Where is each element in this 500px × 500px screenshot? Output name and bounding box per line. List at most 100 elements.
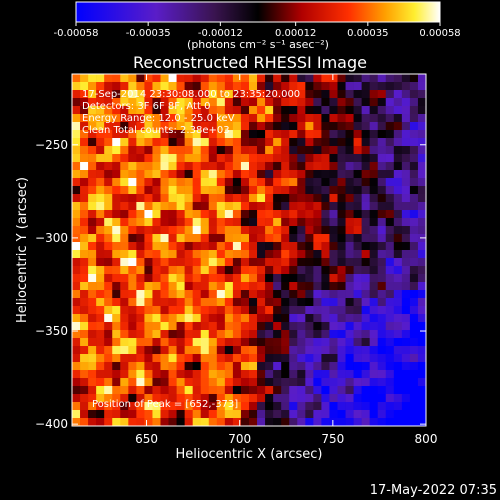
heatmap-cell bbox=[104, 322, 113, 331]
heatmap-cell bbox=[305, 242, 314, 251]
heatmap-cell bbox=[249, 234, 258, 243]
heatmap-cell bbox=[369, 162, 379, 171]
heatmap-cell bbox=[401, 362, 411, 371]
heatmap-cell bbox=[192, 338, 202, 347]
heatmap-cell bbox=[216, 98, 226, 107]
heatmap-cell bbox=[377, 226, 387, 235]
heatmap-cell bbox=[112, 138, 121, 147]
heatmap-cell bbox=[136, 250, 145, 259]
heatmap-cell bbox=[369, 410, 379, 419]
heatmap-cell bbox=[289, 210, 298, 219]
heatmap-cell bbox=[152, 258, 161, 267]
heatmap-cell bbox=[337, 146, 346, 155]
heatmap-cell bbox=[96, 402, 105, 411]
heatmap-cell bbox=[232, 146, 242, 155]
heatmap-cell bbox=[329, 202, 338, 211]
heatmap-cell bbox=[80, 346, 89, 355]
heatmap-cell bbox=[216, 274, 226, 283]
heatmap-cell bbox=[361, 178, 370, 187]
heatmap-cell bbox=[184, 130, 193, 139]
heatmap-cell bbox=[152, 114, 161, 123]
heatmap-cell bbox=[417, 386, 427, 395]
heatmap-cell bbox=[385, 394, 395, 403]
heatmap-cell bbox=[200, 410, 210, 419]
heatmap-cell bbox=[240, 234, 250, 243]
heatmap-cell bbox=[112, 322, 121, 331]
heatmap-cell bbox=[72, 210, 81, 219]
heatmap-cell bbox=[409, 186, 419, 195]
heatmap-cell bbox=[128, 346, 137, 355]
heatmap-cell bbox=[192, 250, 202, 259]
heatmap-cell bbox=[184, 290, 193, 299]
heatmap-cell bbox=[128, 258, 137, 267]
heatmap-cell bbox=[232, 402, 242, 411]
heatmap-cell bbox=[401, 106, 411, 115]
heatmap-cell bbox=[136, 322, 145, 331]
heatmap-cell bbox=[401, 210, 411, 219]
colorbar-tick-label: -0.00035 bbox=[126, 28, 171, 39]
colorbar-gradient bbox=[75, 1, 441, 23]
heatmap-cell bbox=[329, 298, 338, 307]
heatmap-cell bbox=[417, 330, 427, 339]
heatmap-cell bbox=[144, 82, 153, 91]
heatmap-cell bbox=[257, 154, 266, 163]
heatmap-cell bbox=[257, 106, 266, 115]
heatmap-cell bbox=[176, 258, 185, 267]
heatmap-cell bbox=[281, 298, 290, 307]
heatmap-cell bbox=[240, 330, 250, 339]
heatmap-cell bbox=[120, 186, 129, 195]
heatmap-cell bbox=[224, 298, 234, 307]
heatmap-cell bbox=[136, 218, 145, 227]
heatmap-cell bbox=[240, 410, 250, 419]
heatmap-cell bbox=[176, 90, 185, 99]
heatmap-cell bbox=[417, 90, 427, 99]
heatmap-cell bbox=[80, 122, 89, 131]
heatmap-cell bbox=[200, 258, 210, 267]
heatmap-cell bbox=[273, 250, 282, 259]
heatmap-cell bbox=[176, 370, 185, 379]
heatmap-cell bbox=[313, 370, 322, 379]
heatmap-cell bbox=[152, 74, 161, 83]
heatmap-cell bbox=[192, 330, 202, 339]
heatmap-cell bbox=[96, 282, 105, 291]
heatmap-cell bbox=[240, 346, 250, 355]
heatmap-cell bbox=[152, 338, 161, 347]
heatmap-cell bbox=[377, 162, 387, 171]
heatmap-cell bbox=[80, 162, 89, 171]
heatmap-cell bbox=[265, 146, 274, 155]
heatmap-cell bbox=[369, 82, 379, 91]
heatmap-cell bbox=[265, 90, 274, 99]
x-tick-label: 750 bbox=[321, 432, 344, 446]
heatmap-cell bbox=[377, 314, 387, 323]
heatmap-cell bbox=[385, 98, 395, 107]
heatmap-cell bbox=[289, 154, 298, 163]
heatmap-cell bbox=[136, 138, 145, 147]
heatmap-cell bbox=[168, 290, 177, 299]
heatmap-cell bbox=[232, 74, 242, 83]
heatmap-cell bbox=[313, 274, 322, 283]
heatmap-cell bbox=[192, 106, 202, 115]
heatmap-cell bbox=[184, 314, 193, 323]
heatmap-cell bbox=[216, 194, 226, 203]
heatmap-cell bbox=[128, 402, 137, 411]
heatmap-cell bbox=[240, 218, 250, 227]
heatmap-cell bbox=[273, 114, 282, 123]
heatmap-cell bbox=[232, 306, 242, 315]
heatmap-cell bbox=[313, 146, 322, 155]
heatmap-cell bbox=[88, 282, 97, 291]
heatmap-cell bbox=[72, 378, 81, 387]
heatmap-cell bbox=[200, 210, 210, 219]
heatmap-cell bbox=[289, 178, 298, 187]
heatmap-cell bbox=[128, 154, 137, 163]
heatmap-cell bbox=[313, 226, 322, 235]
heatmap-cell bbox=[152, 402, 161, 411]
heatmap-cell bbox=[168, 322, 177, 331]
heatmap-cell bbox=[176, 354, 185, 363]
heatmap-cell bbox=[305, 202, 314, 211]
y-axis: −250−300−350−400 bbox=[35, 138, 426, 431]
heatmap-cell bbox=[120, 258, 129, 267]
heatmap-cell bbox=[393, 306, 403, 315]
heatmap-cell bbox=[216, 370, 226, 379]
heatmap-cell bbox=[120, 306, 129, 315]
